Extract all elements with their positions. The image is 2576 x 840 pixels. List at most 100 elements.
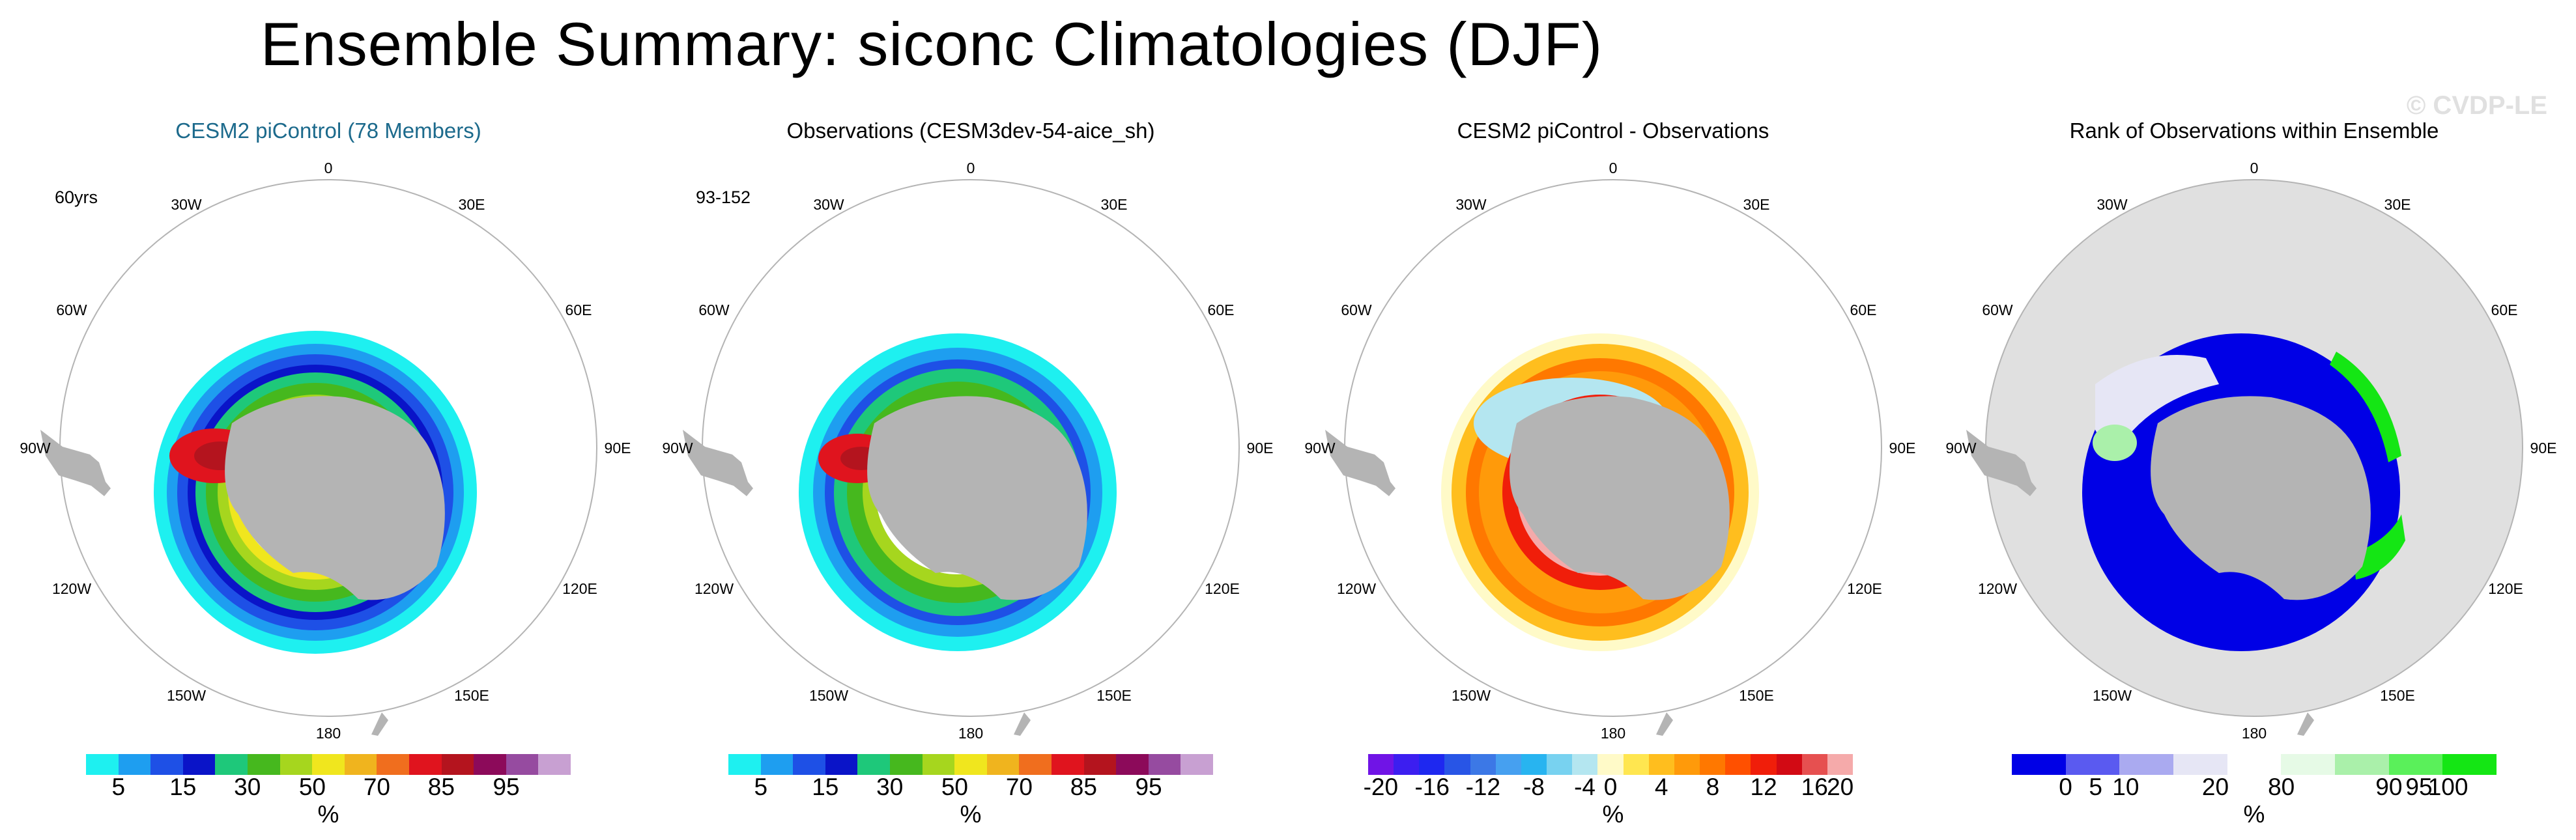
colorbar-tick-label: 30 <box>234 774 261 800</box>
colorbar-segment <box>1181 754 1213 775</box>
antarctica-land <box>1510 396 1730 600</box>
colorbar-segment <box>1623 754 1649 775</box>
period-label: 60yrs <box>55 188 98 207</box>
colorbar-unit: % <box>1602 801 1624 828</box>
colorbar-segment <box>1801 754 1827 775</box>
colorbar-segment <box>506 754 539 775</box>
panel-observations: Observations (CESM3dev-54-aice_sh) 93-15… <box>649 111 1293 840</box>
colorbar-segment <box>118 754 151 775</box>
polar-map: 0 30E 60E 90E 120E 150E 180 150W 120W 90… <box>20 160 631 742</box>
coord-label: 90W <box>1945 440 1977 456</box>
colorbar-tick-label: -4 <box>1574 774 1596 800</box>
colorbar-tick-label: 15 <box>169 774 197 800</box>
colorbar-segment <box>2335 754 2389 775</box>
coord-label: 0 <box>324 160 333 176</box>
colorbar-segment <box>2281 754 2336 775</box>
colorbar-segment <box>441 754 474 775</box>
colorbar-tick-label: 20 <box>2201 774 2229 800</box>
colorbar-segment <box>1827 754 1853 775</box>
colorbar-tick-label: 15 <box>812 774 839 800</box>
colorbar-unit: % <box>960 801 982 828</box>
coord-label: 150E <box>1096 687 1132 704</box>
colorbar-ticks: 5 15 30 50 70 85 95 <box>86 774 571 806</box>
coord-label: 60E <box>565 301 592 318</box>
colorbar-tick-label: 95 <box>1135 774 1162 800</box>
polar-map: 0 30E 60E 90E 120E 150E 180 150W 120W 90… <box>662 160 1273 742</box>
coord-labels: 0 30E 60E 90E 120E 150E 180 150W 120W 90… <box>662 160 1273 742</box>
coord-label: 150E <box>1739 687 1774 704</box>
colorbar-tick-label: 10 <box>2112 774 2140 800</box>
coord-label: 90W <box>1304 440 1336 456</box>
coord-label: 150E <box>2380 687 2415 704</box>
colorbar-ticks: -20 -16 -12 -8 -4 0 4 8 12 16 20 <box>1364 774 1854 806</box>
colorbar-tick-label: 70 <box>363 774 390 800</box>
coord-label: 180 <box>316 725 341 742</box>
rank-high-region <box>2330 352 2401 462</box>
colorbar-segment <box>825 754 858 775</box>
coord-label: 90W <box>662 440 693 456</box>
colorbar-tick-label: 95 <box>493 774 520 800</box>
colorbar-tick-label: 100 <box>2427 774 2469 800</box>
colorbar-segment <box>1572 754 1598 775</box>
coord-label: 60E <box>1208 301 1235 318</box>
colorbar-segment <box>247 754 280 775</box>
colorbar-tick-label: 5 <box>2089 774 2102 800</box>
colorbar-segment <box>1051 754 1084 775</box>
coord-label: 120W <box>1978 580 2017 597</box>
colorbar-segment <box>986 754 1020 775</box>
colorbar-tick-label: -16 <box>1414 774 1450 800</box>
colorbar-tick-label: 85 <box>1070 774 1097 800</box>
colorbar-segment <box>2442 754 2497 775</box>
colorbar-tick-label: 0 <box>1603 774 1618 800</box>
coord-label: 30E <box>2384 196 2411 213</box>
coord-label: 60W <box>1982 301 2013 318</box>
rank-high-region <box>2353 514 2405 580</box>
colorbar-unit: % <box>317 801 339 828</box>
coord-label: 60W <box>56 301 87 318</box>
panel-difference: CESM2 piControl - Observations 0 30E 60E… <box>1291 111 1935 840</box>
panel-title: Observations (CESM3dev-54-aice_sh) <box>786 119 1155 143</box>
coord-label: 60W <box>1341 301 1372 318</box>
coord-label: 90E <box>605 440 631 456</box>
coord-label: 90E <box>2530 440 2557 456</box>
colorbar-segment <box>2173 754 2227 775</box>
colorbar-tick-label: -8 <box>1523 774 1545 800</box>
coord-label: 150W <box>809 687 848 704</box>
colorbar-segment <box>377 754 409 775</box>
coord-labels: 0 30E 60E 90E 120E 150E 180 150W 120W 90… <box>1304 160 1915 742</box>
coord-label: 120E <box>1847 580 1882 597</box>
coord-label: 30W <box>2097 196 2128 213</box>
colorbar-segment <box>2388 754 2443 775</box>
new-zealand-land <box>371 712 388 736</box>
coord-label: 30W <box>1455 196 1487 213</box>
colorbar-segment <box>1444 754 1470 775</box>
colorbar-segment <box>1547 754 1573 775</box>
colorbar-tick-label: -12 <box>1465 774 1501 800</box>
colorbar-segment <box>954 754 987 775</box>
south-america-land <box>1966 430 2037 496</box>
colorbar-tick-label: 90 <box>2375 774 2403 800</box>
colorbar-tick-label: 50 <box>941 774 969 800</box>
colorbar-segment <box>86 754 119 775</box>
colorbar-tick-label: 8 <box>1706 774 1720 800</box>
colorbar-segment <box>1495 754 1521 775</box>
new-zealand-land <box>1014 712 1031 736</box>
colorbar-segment <box>857 754 890 775</box>
new-zealand-land <box>2297 712 2314 736</box>
coord-label: 0 <box>967 160 975 176</box>
rank-mid-region <box>2095 355 2219 445</box>
colorbar-segment <box>1394 754 1420 775</box>
colorbar-segment <box>1521 754 1547 775</box>
colorbar-tick-label: 16 <box>1801 774 1828 800</box>
coord-label: 30E <box>1101 196 1128 213</box>
panel-title: Rank of Observations within Ensemble <box>2069 119 2439 143</box>
coord-label: 0 <box>1609 160 1618 176</box>
colorbar-tick-label: -20 <box>1363 774 1399 800</box>
coord-label: 180 <box>1601 725 1625 742</box>
rank-high-patch <box>2093 425 2137 461</box>
colorbar-segment <box>474 754 506 775</box>
antarctica-land <box>2151 396 2371 600</box>
colorbar-segment <box>1648 754 1674 775</box>
colorbar-segment <box>1776 754 1802 775</box>
antarctica-land <box>225 396 445 600</box>
